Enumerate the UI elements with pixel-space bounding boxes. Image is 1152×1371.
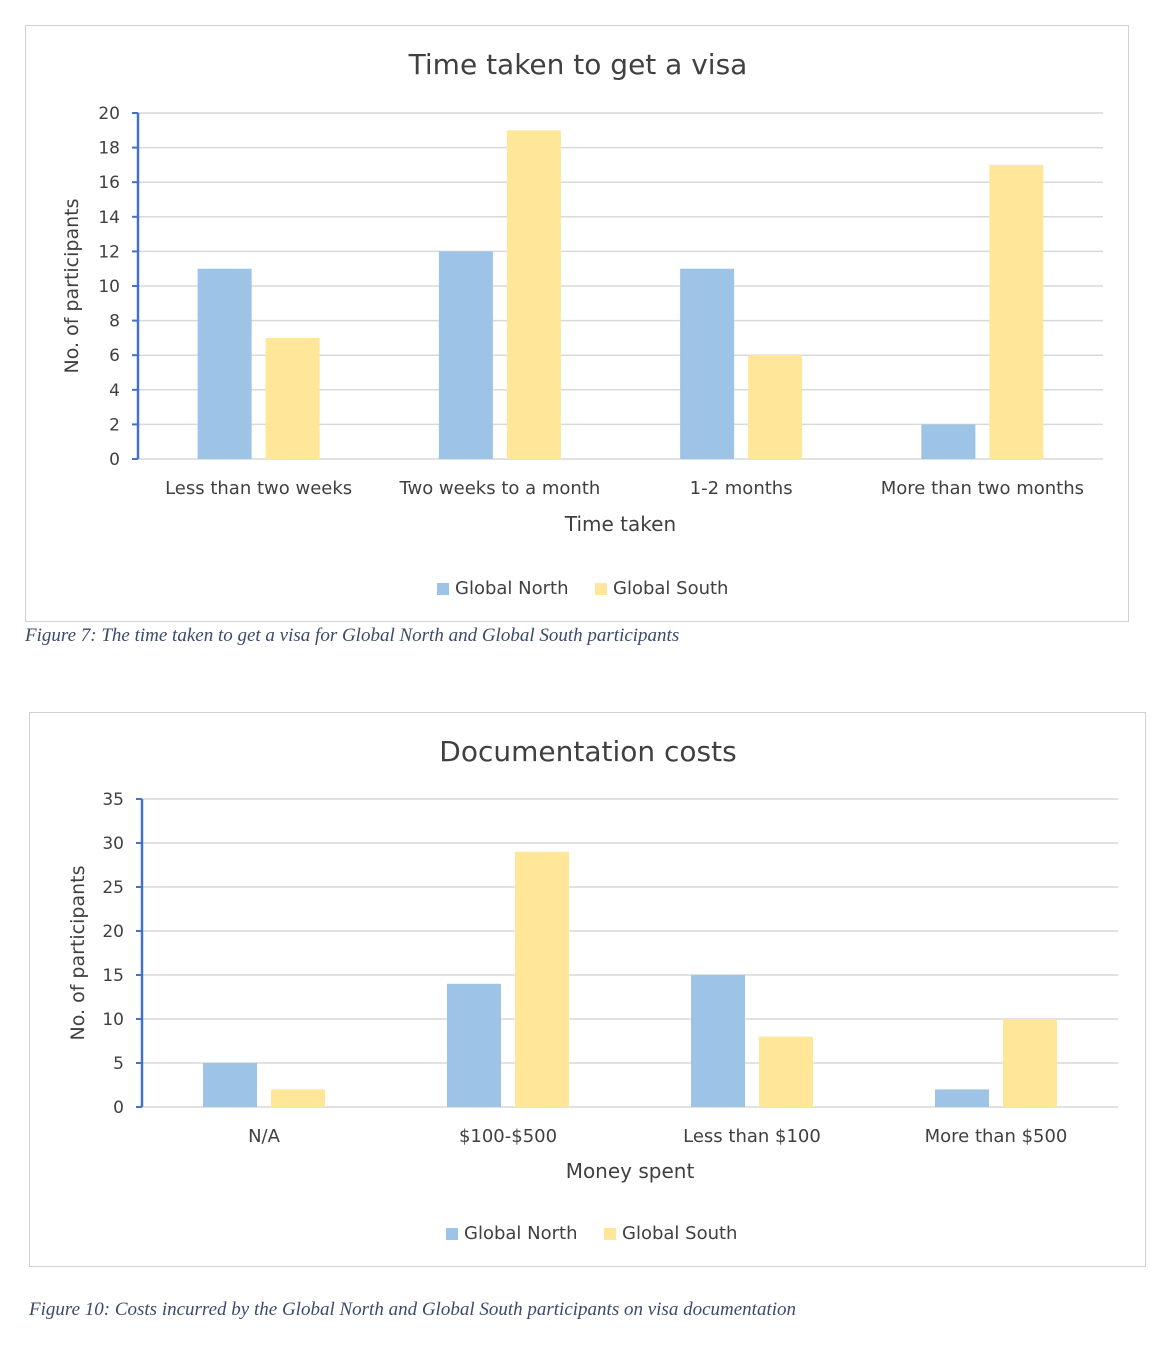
y-tick-label: 35 — [102, 790, 124, 810]
y-tick-label: 18 — [98, 139, 120, 159]
y-tick-label: 0 — [109, 450, 120, 470]
bar-global-south — [515, 851, 569, 1107]
bar-global-north — [197, 268, 252, 459]
x-tick-label: Less than $100 — [683, 1126, 821, 1147]
y-axis-label: No. of participants — [67, 866, 89, 1041]
chart-svg-documentation-costs: Documentation costs 0 5 10 15 20 25 30 35 N/A $100… — [67, 735, 1118, 1244]
bar-global-south — [1003, 1019, 1057, 1107]
bar-global-south — [748, 355, 803, 459]
y-tick-label: 16 — [98, 173, 120, 193]
bar-global-north — [691, 975, 745, 1107]
y-tick-label: 8 — [109, 312, 120, 332]
x-tick-label: N/A — [248, 1126, 281, 1147]
bar-global-north — [203, 1063, 257, 1107]
x-axis-label: Time taken — [564, 512, 676, 536]
figure-10-caption: Figure 10: Costs incurred by the Global … — [29, 1299, 796, 1320]
x-tick-label: 1-2 months — [690, 478, 793, 499]
bar-global-north — [447, 983, 501, 1107]
chart-title: Time taken to get a visa — [408, 48, 748, 81]
bar-global-south — [989, 164, 1044, 459]
y-tick-label: 30 — [102, 834, 124, 854]
chart-svg-time-taken: Time taken to get a visa 0 2 4 6 8 10 12 14 16 18 2… — [61, 48, 1103, 599]
y-tick-label: 4 — [109, 381, 120, 401]
y-tick-label: 10 — [98, 277, 120, 297]
y-tick-label: 2 — [109, 415, 120, 435]
legend-swatch-global-north — [437, 583, 449, 595]
chart-title: Documentation costs — [439, 735, 736, 768]
y-tick-label: 20 — [98, 104, 120, 124]
bar-global-north — [935, 1089, 989, 1107]
bar-global-north — [438, 251, 493, 459]
y-tick-label: 0 — [113, 1098, 124, 1118]
figure-7-caption: Figure 7: The time taken to get a visa f… — [25, 625, 680, 646]
y-tick-label: 5 — [113, 1054, 124, 1074]
y-tick-label: 15 — [102, 966, 124, 986]
chart-documentation-costs: Documentation costs 0 5 10 15 20 25 30 35 N/A $100… — [29, 712, 1146, 1267]
y-tick-label: 10 — [102, 1010, 124, 1030]
bar-global-north — [921, 424, 976, 459]
legend-label-global-south: Global South — [622, 1223, 737, 1244]
bar-global-south — [506, 130, 561, 460]
x-tick-label: More than two months — [881, 478, 1084, 499]
legend-label-global-south: Global South — [613, 578, 728, 599]
bar-global-south — [759, 1036, 813, 1107]
legend-swatch-global-south — [595, 583, 607, 595]
bar-global-south — [265, 337, 320, 459]
chart-time-taken-visa: Time taken to get a visa 0 2 4 6 8 10 12 14 16 18 2… — [25, 25, 1129, 622]
y-axis-label: No. of participants — [61, 199, 83, 374]
y-tick-label: 14 — [98, 208, 120, 228]
y-tick-label: 20 — [102, 922, 124, 942]
x-tick-label: More than $500 — [925, 1126, 1068, 1147]
legend-swatch-global-north — [446, 1228, 458, 1240]
x-tick-label: Two weeks to a month — [398, 478, 600, 499]
x-tick-label: Less than two weeks — [165, 478, 352, 499]
bar-global-south — [271, 1089, 325, 1107]
bar-global-north — [680, 268, 735, 459]
x-tick-label: $100-$500 — [459, 1126, 557, 1147]
legend-swatch-global-south — [604, 1228, 616, 1240]
y-tick-label: 25 — [102, 878, 124, 898]
legend-label-global-north: Global North — [455, 578, 568, 599]
y-tick-label: 12 — [98, 242, 120, 262]
x-axis-label: Money spent — [566, 1159, 695, 1183]
legend-label-global-north: Global North — [464, 1223, 577, 1244]
y-tick-label: 6 — [109, 346, 120, 366]
